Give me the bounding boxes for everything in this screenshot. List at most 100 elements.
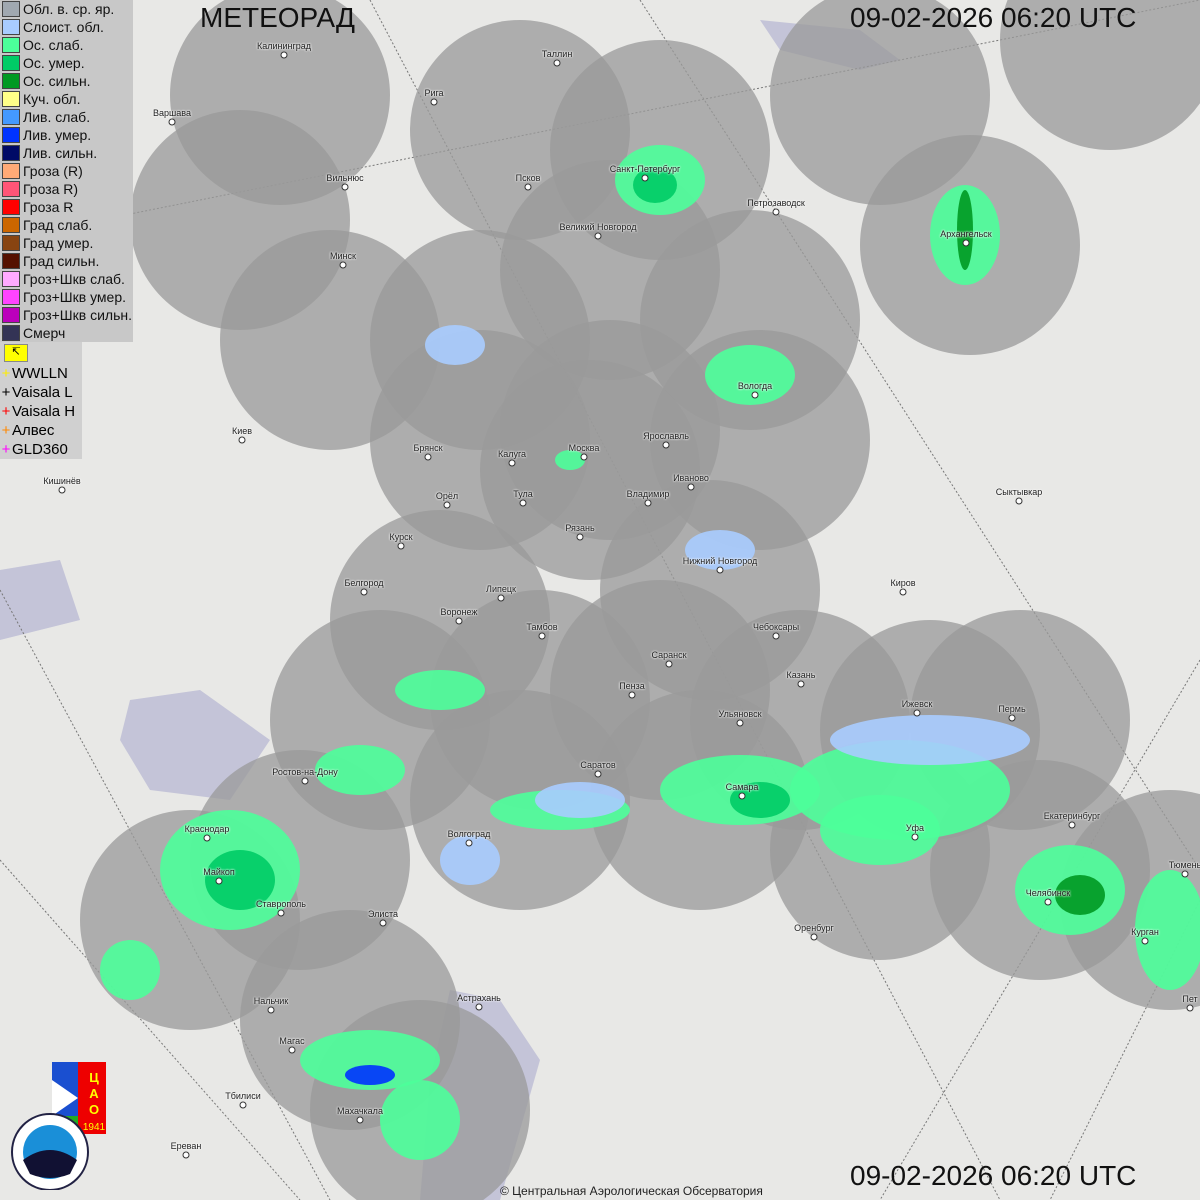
precip-area [380,1080,460,1160]
city-marker [687,483,695,491]
city-label: Самара [725,782,759,792]
city-label: Екатеринбург [1043,811,1101,821]
legend-item: Куч. обл. [0,90,133,108]
city-marker [280,51,288,59]
precip-area [555,450,585,470]
app-title: МЕТЕОРАД [200,2,355,33]
city-marker [1044,898,1052,906]
precip-area [705,345,795,405]
city-label: Ереван [170,1141,202,1151]
city-marker [576,533,584,541]
legend-swatch [2,325,20,341]
precip-area [300,1030,440,1090]
precip-area [820,795,940,865]
legend-swatch [2,289,20,305]
city-label: Москва [568,443,600,453]
city-marker [379,919,387,927]
city-label: Ростов-на-Дону [272,767,338,777]
city-marker [267,1006,275,1014]
cross-icon: + [1,422,11,439]
city-label: Воронеж [440,607,478,617]
legend-swatch [2,37,20,53]
legend-item: Ос. сильн. [0,72,133,90]
city-label: Ярославль [643,431,689,441]
city-label: Псков [515,173,541,183]
city-label: Варшава [153,108,191,118]
city-marker [594,770,602,778]
svg-text:О: О [89,1102,99,1117]
city-marker [288,1046,296,1054]
legend-label: Град умер. [23,235,94,251]
city-marker [443,501,451,509]
city-marker [360,588,368,596]
city-marker [751,391,759,399]
lightning-legend: ↸ + WWLLN + Vaisala L + Vaisala H + Алвес + GLD36… [0,342,82,459]
svg-text:1941: 1941 [83,1122,106,1133]
lightning-label: GLD360 [12,441,68,458]
lightning-item: + Vaisala H [0,402,82,421]
toggle-legend-button[interactable]: ↸ [4,344,28,362]
precip-area [440,835,500,885]
legend-swatch [2,181,20,197]
city-marker [797,680,805,688]
lightning-item: + Алвес [0,421,82,440]
legend-label: Ос. сильн. [23,73,91,89]
legend-swatch [2,73,20,89]
legend-swatch [2,19,20,35]
city-marker [1181,870,1189,878]
legend-item: Ос. слаб. [0,36,133,54]
precipitation-legend: Обл. в. ср. яр. Слоист. обл. Ос. слаб. Ос. … [0,0,133,342]
city-marker [594,232,602,240]
legend-item: Гроз+Шкв умер. [0,288,133,306]
precip-area [685,530,755,570]
legend-item: Слоист. обл. [0,18,133,36]
timestamp-bottom: 09-02-2026 06:20 UTC [850,1160,1137,1191]
legend-swatch [2,217,20,233]
city-label: Вологда [737,381,773,391]
legend-swatch [2,127,20,143]
legend-item: Гроз+Шкв сильн. [0,306,133,324]
roshydromet-logo [11,1113,89,1190]
legend-item: Лив. слаб. [0,108,133,126]
city-marker [1141,937,1149,945]
city-label: Вильнюс [326,173,364,183]
precip-area [730,782,790,818]
city-label: Архангельск [940,229,992,239]
precip-area [425,325,485,365]
city-marker [580,453,588,461]
legend-label: Куч. обл. [23,91,81,107]
city-marker [644,499,652,507]
legend-swatch [2,1,20,17]
city-marker [913,709,921,717]
city-label: Таллин [541,49,573,59]
svg-text:А: А [89,1086,99,1101]
legend-label: Гроза R) [23,181,79,197]
legend-swatch [2,307,20,323]
city-label: Калининград [256,41,312,51]
legend-label: Гроз+Шкв слаб. [23,271,125,287]
city-marker [810,933,818,941]
city-label: Тамбов [526,622,558,632]
cross-icon: + [1,403,11,420]
city-marker [277,909,285,917]
city-label: Кишинёв [43,476,81,486]
city-label: Магас [279,1036,305,1046]
city-label: Белгород [344,578,384,588]
legend-item: Смерч [0,324,133,342]
precip-area [1055,875,1105,915]
legend-item: Град слаб. [0,216,133,234]
city-label: Тбилиси [225,1091,261,1101]
legend-item: Обл. в. ср. яр. [0,0,133,18]
precip-area [100,940,160,1000]
cross-icon: + [1,365,11,382]
legend-label: Гроза (R) [23,163,83,179]
city-marker [641,174,649,182]
legend-swatch [2,235,20,251]
legend-item: Гроза (R) [0,162,133,180]
city-label: Ставрополь [256,899,306,909]
city-label: Санкт-Петербург [609,164,681,174]
city-label: Краснодар [184,824,230,834]
city-marker [203,834,211,842]
precip-area [830,715,1030,765]
